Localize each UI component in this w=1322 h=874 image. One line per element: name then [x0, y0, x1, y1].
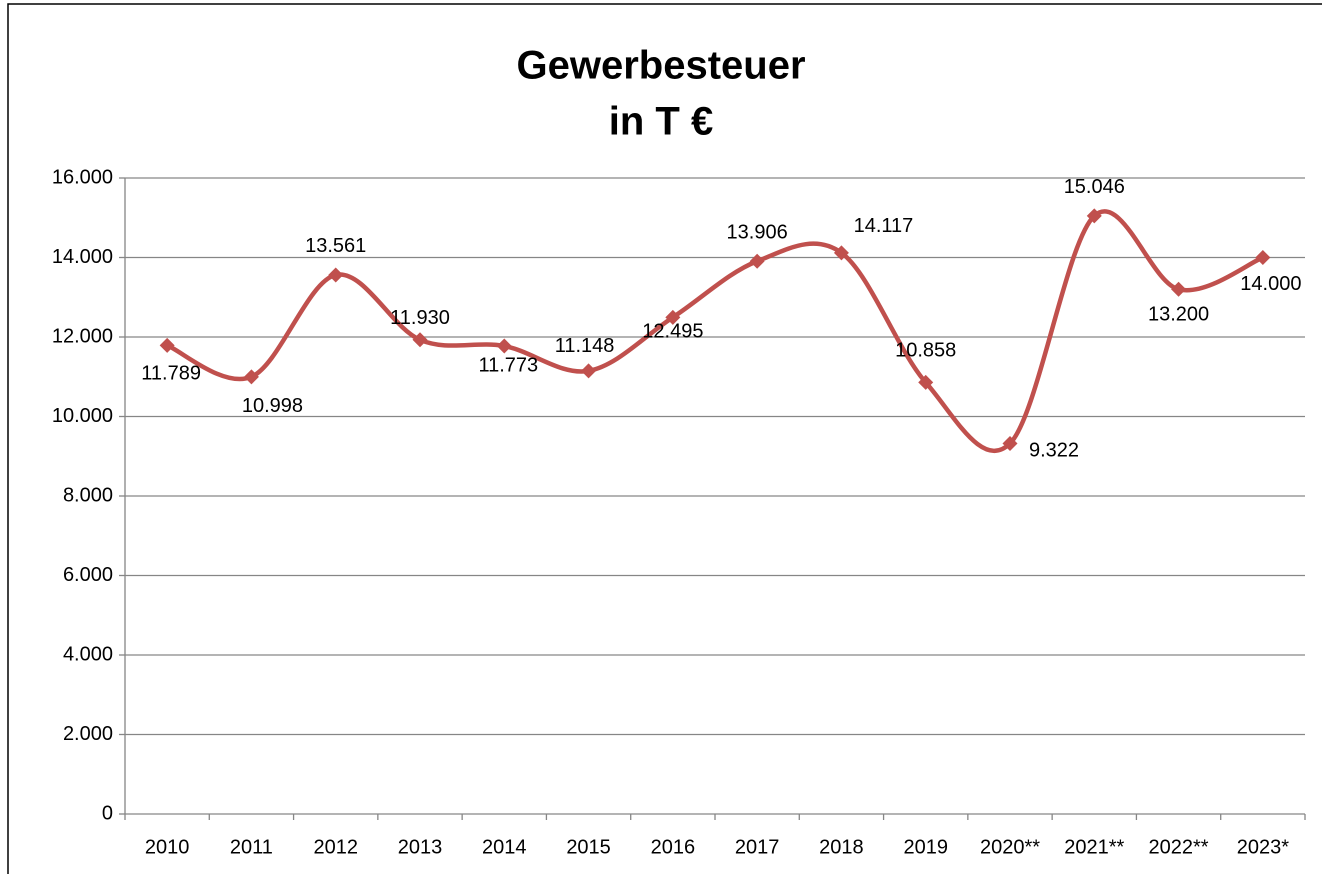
data-label: 15.046	[1064, 176, 1125, 198]
y-tick-label: 4.000	[63, 643, 113, 665]
data-label: 14.117	[854, 215, 914, 237]
data-label: 11.773	[478, 354, 538, 376]
x-tick-label: 2019	[903, 836, 948, 858]
data-label: 12.495	[642, 321, 703, 343]
y-tick-label: 14.000	[52, 246, 113, 268]
y-tick-label: 8.000	[63, 484, 113, 506]
y-tick-label: 6.000	[63, 564, 113, 586]
data-label: 10.858	[895, 340, 956, 362]
x-tick-label: 2021**	[1064, 836, 1124, 858]
y-tick-label: 2.000	[63, 723, 113, 745]
data-label: 13.200	[1148, 304, 1209, 326]
x-tick-label: 2013	[398, 836, 443, 858]
chart-title: in T €	[609, 100, 713, 144]
marker	[412, 332, 428, 348]
x-tick-label: 2015	[566, 836, 611, 858]
x-tick-label: 2020**	[980, 836, 1040, 858]
y-tick-label: 10.000	[52, 405, 113, 427]
marker	[665, 309, 681, 325]
data-label: 9.322	[1029, 440, 1079, 462]
y-tick-label: 16.000	[52, 166, 113, 188]
x-tick-label: 2023*	[1237, 836, 1289, 858]
data-label: 13.906	[727, 222, 788, 244]
data-label: 11.148	[555, 335, 615, 357]
marker	[833, 245, 849, 261]
marker	[918, 374, 934, 390]
x-tick-label: 2012	[313, 836, 358, 858]
chart-title: Gewerbesteuer	[516, 44, 805, 88]
data-label: 14.000	[1240, 273, 1301, 295]
x-tick-label: 2016	[651, 836, 696, 858]
marker	[1255, 250, 1271, 265]
y-tick-label: 0	[102, 802, 113, 824]
y-tick-label: 12.000	[52, 325, 113, 347]
marker	[496, 338, 512, 354]
x-tick-label: 2010	[145, 836, 190, 858]
data-label: 13.561	[305, 235, 366, 257]
data-label: 11.789	[141, 363, 201, 385]
marker	[1171, 281, 1187, 297]
x-tick-label: 2014	[482, 836, 527, 858]
x-tick-label: 2017	[735, 836, 780, 858]
x-tick-label: 2011	[230, 836, 273, 858]
x-tick-label: 2022**	[1149, 836, 1209, 858]
marker	[1002, 435, 1018, 451]
marker	[749, 253, 765, 269]
marker	[159, 337, 175, 353]
marker	[328, 267, 344, 283]
data-label: 10.998	[242, 395, 303, 417]
marker	[243, 369, 259, 385]
marker	[1086, 208, 1102, 224]
data-label: 11.930	[390, 307, 450, 329]
x-tick-label: 2018	[819, 836, 864, 858]
marker	[581, 363, 597, 379]
chart-frame	[7, 3, 1322, 874]
